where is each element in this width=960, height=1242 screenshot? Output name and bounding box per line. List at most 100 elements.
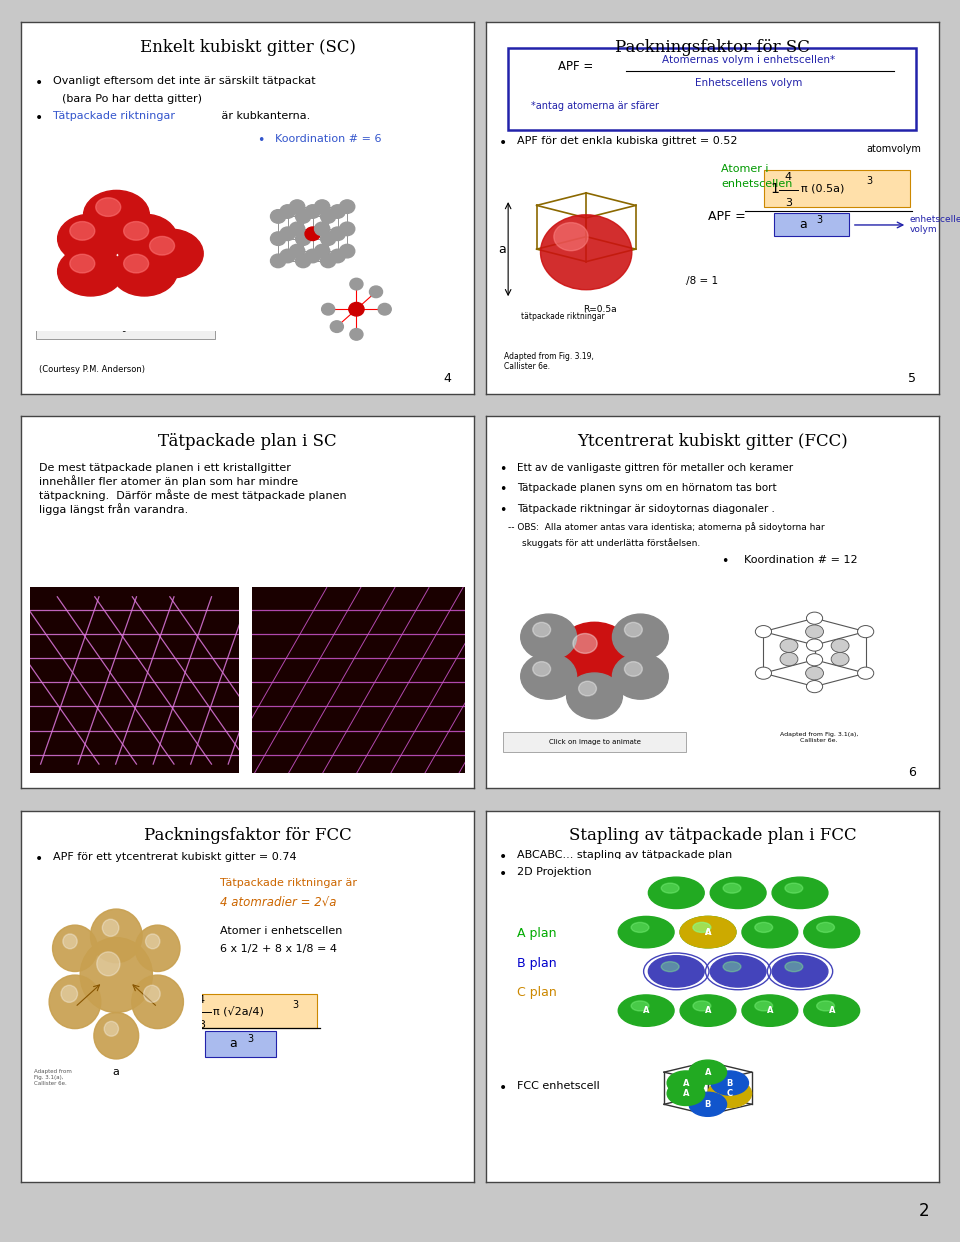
Text: •: •: [499, 483, 507, 497]
Text: B plan: B plan: [517, 956, 557, 970]
Circle shape: [296, 210, 311, 224]
Text: APF =: APF =: [94, 1006, 135, 1020]
Circle shape: [290, 200, 304, 214]
Text: 2: 2: [919, 1202, 929, 1220]
Text: C: C: [727, 1089, 732, 1098]
Circle shape: [280, 227, 296, 241]
Text: Tätpackade riktningar är: Tätpackade riktningar är: [221, 878, 357, 888]
Circle shape: [370, 286, 382, 298]
Text: A: A: [643, 1006, 649, 1015]
Circle shape: [520, 614, 577, 660]
Circle shape: [831, 652, 849, 666]
Circle shape: [271, 255, 286, 268]
Circle shape: [689, 1061, 727, 1084]
Circle shape: [70, 221, 95, 240]
Circle shape: [97, 951, 120, 976]
Circle shape: [348, 303, 364, 315]
Text: 1: 1: [770, 181, 780, 195]
Text: R=0.5a: R=0.5a: [583, 306, 616, 314]
Circle shape: [58, 247, 124, 296]
Circle shape: [340, 222, 355, 236]
Text: 3: 3: [292, 1000, 299, 1011]
Circle shape: [96, 197, 121, 216]
Text: volym: volym: [909, 225, 937, 235]
Circle shape: [817, 923, 834, 933]
Text: Adapted from Fig. 3.1(a),
Callister 6e.: Adapted from Fig. 3.1(a), Callister 6e.: [780, 732, 858, 743]
Circle shape: [661, 961, 679, 971]
Circle shape: [62, 934, 77, 949]
Text: FCC enhetscell: FCC enhetscell: [517, 1082, 600, 1092]
Circle shape: [631, 923, 649, 933]
Circle shape: [648, 877, 705, 909]
Circle shape: [785, 883, 803, 893]
Text: Packningsfaktor för FCC: Packningsfaktor för FCC: [144, 827, 351, 845]
Circle shape: [296, 232, 311, 246]
Circle shape: [533, 622, 551, 637]
Circle shape: [755, 1001, 773, 1011]
Text: a: a: [800, 219, 807, 231]
Text: 4 atomradier = 2√a: 4 atomradier = 2√a: [221, 897, 337, 909]
Text: tätpackade riktningar: tätpackade riktningar: [504, 258, 610, 268]
Text: är kubkanterna.: är kubkanterna.: [218, 111, 310, 120]
Circle shape: [780, 652, 798, 666]
Circle shape: [805, 625, 824, 638]
Text: enhetscellen: enhetscellen: [721, 179, 793, 189]
Text: 4: 4: [785, 173, 792, 183]
Circle shape: [290, 222, 304, 236]
Circle shape: [124, 255, 149, 273]
Circle shape: [708, 1079, 752, 1108]
Circle shape: [742, 917, 798, 948]
Text: Ovanligt eftersom det inte är särskilt tätpackat: Ovanligt eftersom det inte är särskilt t…: [53, 76, 316, 86]
FancyBboxPatch shape: [205, 1031, 276, 1057]
Circle shape: [305, 205, 321, 219]
Circle shape: [105, 1021, 118, 1036]
Text: 5: 5: [908, 371, 916, 385]
Circle shape: [315, 200, 330, 214]
Circle shape: [90, 909, 142, 963]
Circle shape: [84, 190, 150, 240]
Circle shape: [806, 681, 823, 693]
Circle shape: [667, 1071, 705, 1095]
Text: •: •: [35, 111, 43, 125]
Text: •: •: [499, 850, 508, 863]
Circle shape: [772, 955, 828, 987]
Circle shape: [755, 923, 773, 933]
Text: a: a: [113, 1067, 120, 1077]
FancyBboxPatch shape: [503, 732, 686, 751]
Circle shape: [330, 320, 344, 333]
Circle shape: [340, 245, 355, 258]
Text: 3: 3: [817, 215, 823, 225]
Circle shape: [631, 1001, 649, 1011]
Text: Atomernas volym i enhetscellen*: Atomernas volym i enhetscellen*: [662, 56, 835, 66]
Circle shape: [573, 633, 597, 653]
Text: •: •: [35, 76, 43, 91]
Circle shape: [103, 919, 119, 936]
Circle shape: [612, 614, 668, 660]
Text: A: A: [683, 1078, 689, 1088]
Circle shape: [618, 917, 674, 948]
Text: APF för ett ytcentrerat kubiskt gitter = 0.74: APF för ett ytcentrerat kubiskt gitter =…: [53, 852, 297, 862]
Text: 3: 3: [198, 1020, 205, 1030]
Text: π (0.5a): π (0.5a): [801, 184, 844, 194]
Text: •: •: [499, 463, 507, 476]
Circle shape: [710, 955, 766, 987]
Circle shape: [322, 303, 335, 315]
Text: •: •: [499, 504, 507, 517]
FancyBboxPatch shape: [774, 214, 850, 236]
Text: B: B: [727, 1078, 732, 1088]
Text: A plan: A plan: [517, 927, 557, 940]
Circle shape: [624, 622, 642, 637]
Circle shape: [305, 227, 321, 241]
Circle shape: [756, 626, 772, 637]
Circle shape: [378, 303, 392, 315]
Circle shape: [135, 925, 180, 971]
Text: Tätpackade riktningar: Tätpackade riktningar: [53, 111, 175, 120]
Text: Atomer i enhetscellen: Atomer i enhetscellen: [221, 925, 343, 936]
Text: ABCABC... stapling av tätpackade plan: ABCABC... stapling av tätpackade plan: [517, 850, 732, 859]
Circle shape: [330, 205, 346, 219]
Circle shape: [540, 215, 632, 289]
Text: a: a: [229, 1037, 237, 1051]
Text: 3: 3: [248, 1033, 253, 1043]
Text: 3: 3: [866, 176, 873, 186]
Text: -- OBS:  Alla atomer antas vara identiska; atomerna på sidoytorna har: -- OBS: Alla atomer antas vara identiska…: [509, 523, 825, 533]
